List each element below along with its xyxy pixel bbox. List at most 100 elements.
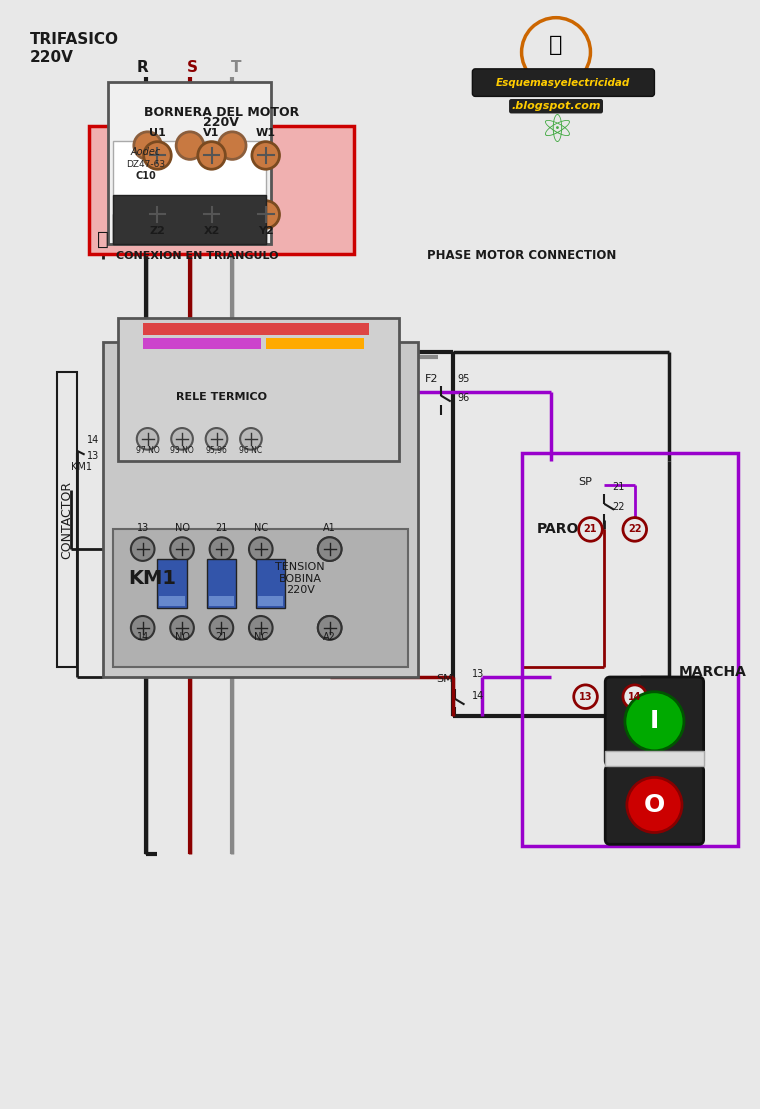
Circle shape — [144, 142, 171, 170]
Bar — [143, 337, 261, 349]
Circle shape — [198, 142, 226, 170]
Text: C10: C10 — [135, 171, 156, 181]
Text: NC: NC — [254, 632, 268, 642]
Bar — [118, 318, 398, 460]
Text: BORNERA DEL MOTOR: BORNERA DEL MOTOR — [144, 106, 299, 119]
Bar — [143, 323, 369, 335]
Text: SM: SM — [436, 674, 453, 684]
Circle shape — [210, 537, 233, 561]
Text: ⏚: ⏚ — [97, 230, 109, 248]
Circle shape — [144, 201, 171, 228]
Bar — [207, 559, 236, 608]
Bar — [157, 559, 187, 608]
Text: Y2: Y2 — [258, 226, 274, 236]
Text: W1: W1 — [255, 128, 276, 138]
Text: 14: 14 — [628, 692, 641, 702]
FancyBboxPatch shape — [605, 765, 704, 844]
Circle shape — [131, 615, 154, 640]
FancyBboxPatch shape — [473, 69, 654, 96]
Bar — [113, 141, 266, 240]
Circle shape — [318, 537, 341, 561]
Text: A2: A2 — [323, 632, 336, 642]
Text: CONEXION EN TRIANGULO: CONEXION EN TRIANGULO — [116, 251, 278, 261]
Text: RELE TERMICO: RELE TERMICO — [176, 391, 267, 401]
Circle shape — [171, 428, 193, 449]
Circle shape — [574, 685, 597, 709]
FancyBboxPatch shape — [605, 676, 704, 765]
Circle shape — [218, 211, 246, 238]
Text: Z2: Z2 — [150, 226, 166, 236]
Bar — [89, 126, 354, 254]
Bar — [258, 597, 283, 607]
Bar — [160, 597, 185, 607]
Circle shape — [318, 537, 341, 561]
Bar — [113, 195, 266, 244]
Bar — [57, 372, 77, 668]
Text: R: R — [137, 60, 148, 74]
Bar — [108, 82, 271, 244]
Text: 95: 95 — [458, 374, 470, 384]
Text: 14: 14 — [473, 691, 485, 701]
Text: 21: 21 — [215, 523, 227, 533]
Text: KM1: KM1 — [128, 569, 176, 588]
Text: NC: NC — [254, 523, 268, 533]
Text: X2: X2 — [204, 226, 220, 236]
Circle shape — [627, 777, 682, 833]
Circle shape — [134, 132, 161, 160]
Circle shape — [623, 518, 647, 541]
Text: S: S — [186, 60, 198, 74]
Text: Aodec: Aodec — [131, 147, 161, 157]
Text: CONTACTOR: CONTACTOR — [60, 480, 74, 559]
Text: PARO: PARO — [537, 522, 578, 537]
Circle shape — [318, 615, 341, 640]
Text: 13: 13 — [137, 523, 149, 533]
Text: 14: 14 — [137, 632, 149, 642]
Bar — [209, 597, 234, 607]
Text: KM1: KM1 — [71, 462, 92, 472]
Circle shape — [176, 211, 204, 238]
Circle shape — [170, 615, 194, 640]
Bar — [521, 452, 738, 846]
Text: 220V: 220V — [204, 116, 239, 129]
Text: .blogspot.com: .blogspot.com — [511, 101, 600, 111]
Text: Esquemasyelectricidad: Esquemasyelectricidad — [496, 78, 630, 88]
Text: 13: 13 — [579, 692, 592, 702]
Circle shape — [170, 537, 194, 561]
Text: T: T — [231, 60, 242, 74]
Circle shape — [240, 428, 261, 449]
Circle shape — [249, 537, 273, 561]
Circle shape — [249, 615, 273, 640]
Text: 95,96: 95,96 — [205, 446, 227, 455]
Circle shape — [176, 132, 204, 160]
Text: 21: 21 — [584, 525, 597, 535]
Circle shape — [131, 537, 154, 561]
Text: DZ47-63: DZ47-63 — [126, 161, 165, 170]
Text: 21: 21 — [215, 632, 227, 642]
Bar — [256, 559, 286, 608]
Text: MARCHA: MARCHA — [679, 665, 747, 679]
Text: ⚛: ⚛ — [539, 112, 574, 150]
Text: 22: 22 — [612, 501, 625, 511]
Text: 96: 96 — [458, 394, 470, 404]
Circle shape — [198, 201, 226, 228]
Text: TRIFASICO
220V: TRIFASICO 220V — [30, 32, 119, 64]
Circle shape — [137, 428, 158, 449]
Circle shape — [625, 692, 684, 751]
Circle shape — [623, 685, 647, 709]
Text: SP: SP — [578, 477, 593, 487]
Circle shape — [206, 428, 227, 449]
Bar — [605, 751, 704, 765]
Circle shape — [218, 132, 246, 160]
Text: 🔌: 🔌 — [549, 35, 562, 55]
Text: NO: NO — [175, 632, 189, 642]
Text: I: I — [650, 710, 659, 733]
Bar — [113, 529, 408, 668]
Circle shape — [252, 142, 280, 170]
Text: 22: 22 — [628, 525, 641, 535]
Text: 21: 21 — [612, 482, 625, 492]
Text: 13: 13 — [473, 669, 485, 679]
Text: TENSION
BOBINA
220V: TENSION BOBINA 220V — [275, 562, 325, 596]
Text: NO: NO — [175, 523, 189, 533]
Text: V1: V1 — [204, 128, 220, 138]
Text: F2: F2 — [424, 374, 438, 384]
